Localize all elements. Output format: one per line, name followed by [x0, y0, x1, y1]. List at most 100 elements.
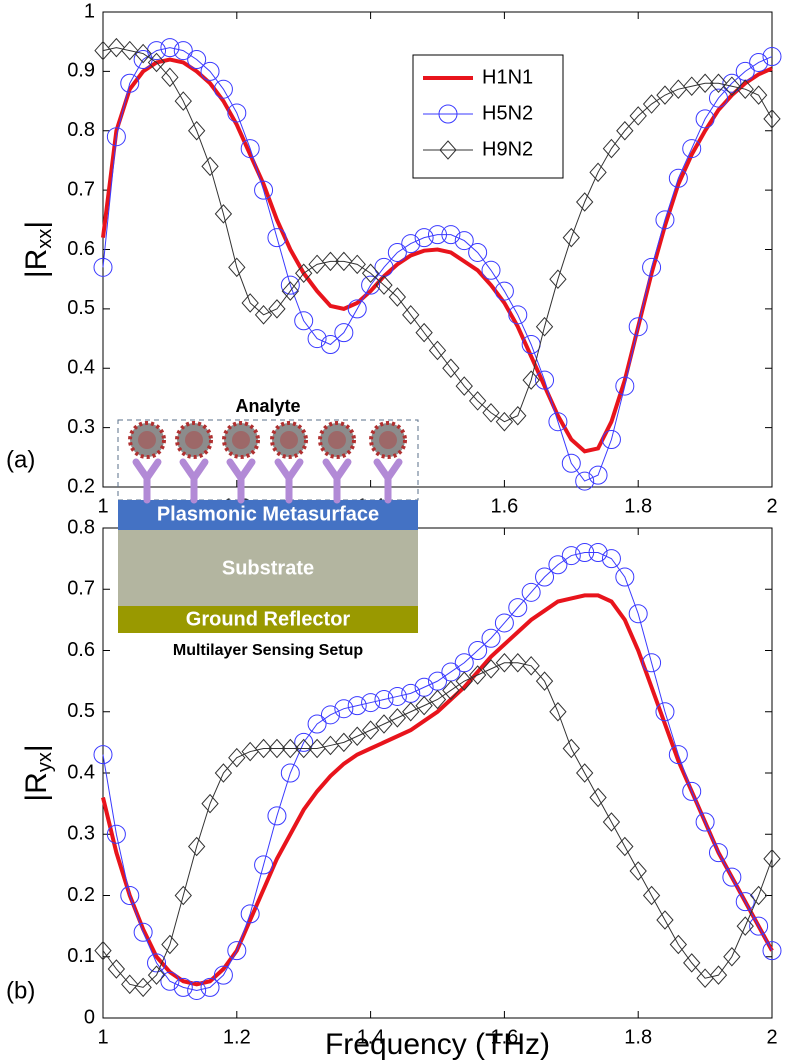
marker-diamond — [147, 965, 166, 985]
marker-circle — [628, 317, 648, 337]
marker-circle — [588, 465, 608, 485]
antibody — [226, 458, 256, 504]
y-axis-label-part: | — [20, 221, 53, 229]
marker-circle — [401, 234, 421, 254]
marker-diamond — [241, 293, 259, 313]
marker-circle — [762, 47, 782, 67]
marker-diamond — [402, 305, 420, 325]
marker-circle — [642, 653, 662, 673]
panel-label: (a) — [6, 446, 35, 473]
marker-diamond — [656, 85, 674, 105]
marker-circle — [173, 41, 193, 61]
marker-diamond — [254, 738, 273, 759]
marker-circle — [200, 61, 220, 81]
marker-diamond — [295, 738, 313, 759]
marker-diamond — [268, 738, 286, 759]
marker-diamond — [348, 254, 366, 275]
marker-circle — [374, 690, 394, 709]
marker-circle — [735, 892, 755, 912]
marker-diamond — [576, 192, 594, 212]
marker-diamond — [361, 263, 380, 284]
marker-diamond — [468, 665, 487, 685]
y-tick-label: 0.3 — [67, 416, 95, 438]
marker-diamond — [402, 701, 420, 722]
marker-diamond — [522, 656, 540, 676]
antibody — [132, 458, 162, 504]
y-axis-label-part: |R — [20, 772, 53, 801]
antibody — [322, 458, 352, 504]
marker-circle — [428, 225, 447, 245]
marker-diamond — [736, 79, 754, 99]
marker-circle — [320, 335, 340, 354]
marker-circle — [535, 370, 555, 390]
marker-diamond — [642, 885, 661, 906]
x-tick-label: 1.2 — [223, 1026, 251, 1048]
marker-circle — [708, 843, 728, 863]
marker-circle — [722, 73, 742, 93]
marker-circle — [494, 281, 514, 301]
marker-diamond — [107, 37, 126, 58]
marker-diamond — [134, 43, 152, 64]
marker-circle — [347, 299, 367, 319]
marker-diamond — [228, 257, 246, 278]
marker-diamond — [321, 251, 340, 272]
marker-diamond — [535, 671, 554, 691]
marker-circle — [307, 714, 327, 734]
marker-diamond — [161, 934, 179, 955]
y-tick-label: 0.5 — [67, 297, 95, 319]
marker-circle — [682, 139, 702, 159]
y-tick-label: 0.7 — [67, 578, 95, 600]
marker-diamond — [335, 732, 353, 753]
x-tick-label: 1.8 — [624, 1026, 652, 1048]
marker-diamond — [669, 934, 688, 955]
marker-diamond — [495, 652, 514, 673]
marker-circle — [561, 453, 581, 473]
marker-diamond — [335, 251, 353, 272]
marker-diamond — [616, 836, 634, 857]
marker-circle — [93, 257, 113, 277]
marker-diamond — [709, 965, 728, 985]
marker-diamond — [455, 671, 473, 691]
marker-circle — [106, 127, 126, 147]
x-tick-label: 1.8 — [624, 495, 652, 517]
marker-circle — [133, 922, 153, 942]
x-tick-label: 2 — [766, 1026, 777, 1048]
x-tick-label: 2 — [766, 495, 777, 517]
marker-circle — [695, 812, 715, 832]
marker-diamond — [468, 391, 487, 411]
marker-circle — [642, 257, 662, 277]
marker-diamond — [281, 281, 299, 301]
marker-diamond — [642, 94, 661, 114]
marker-circle — [575, 471, 595, 491]
marker-diamond — [482, 403, 500, 423]
marker-circle — [695, 109, 715, 129]
marker-circle — [267, 806, 287, 826]
marker-diamond — [228, 747, 246, 768]
marker-circle — [438, 104, 458, 124]
y-tick-label: 0.1 — [67, 945, 95, 967]
marker-diamond — [736, 916, 754, 936]
marker-circle — [387, 686, 407, 706]
x-tick-label: 1 — [97, 495, 108, 517]
marker-diamond — [629, 861, 647, 881]
marker-circle — [240, 904, 260, 924]
marker-diamond — [348, 726, 366, 747]
y-tick-label: 0.3 — [67, 823, 95, 845]
marker-diamond — [281, 738, 299, 759]
marker-diamond — [482, 659, 500, 679]
marker-diamond — [174, 885, 192, 906]
marker-diamond — [723, 76, 741, 96]
marker-circle — [187, 980, 207, 1000]
marker-circle — [213, 965, 233, 985]
x-tick-label: 1.4 — [357, 1026, 385, 1048]
marker-circle — [294, 311, 314, 331]
marker-circle — [334, 699, 354, 719]
x-tick-label: 1.6 — [490, 495, 518, 517]
marker-circle — [320, 705, 340, 725]
marker-circle — [655, 702, 675, 722]
ground-label: Ground Reflector — [186, 608, 351, 630]
marker-circle — [588, 543, 608, 562]
marker-diamond — [214, 204, 233, 224]
marker-diamond — [361, 720, 380, 740]
marker-circle — [147, 41, 167, 61]
